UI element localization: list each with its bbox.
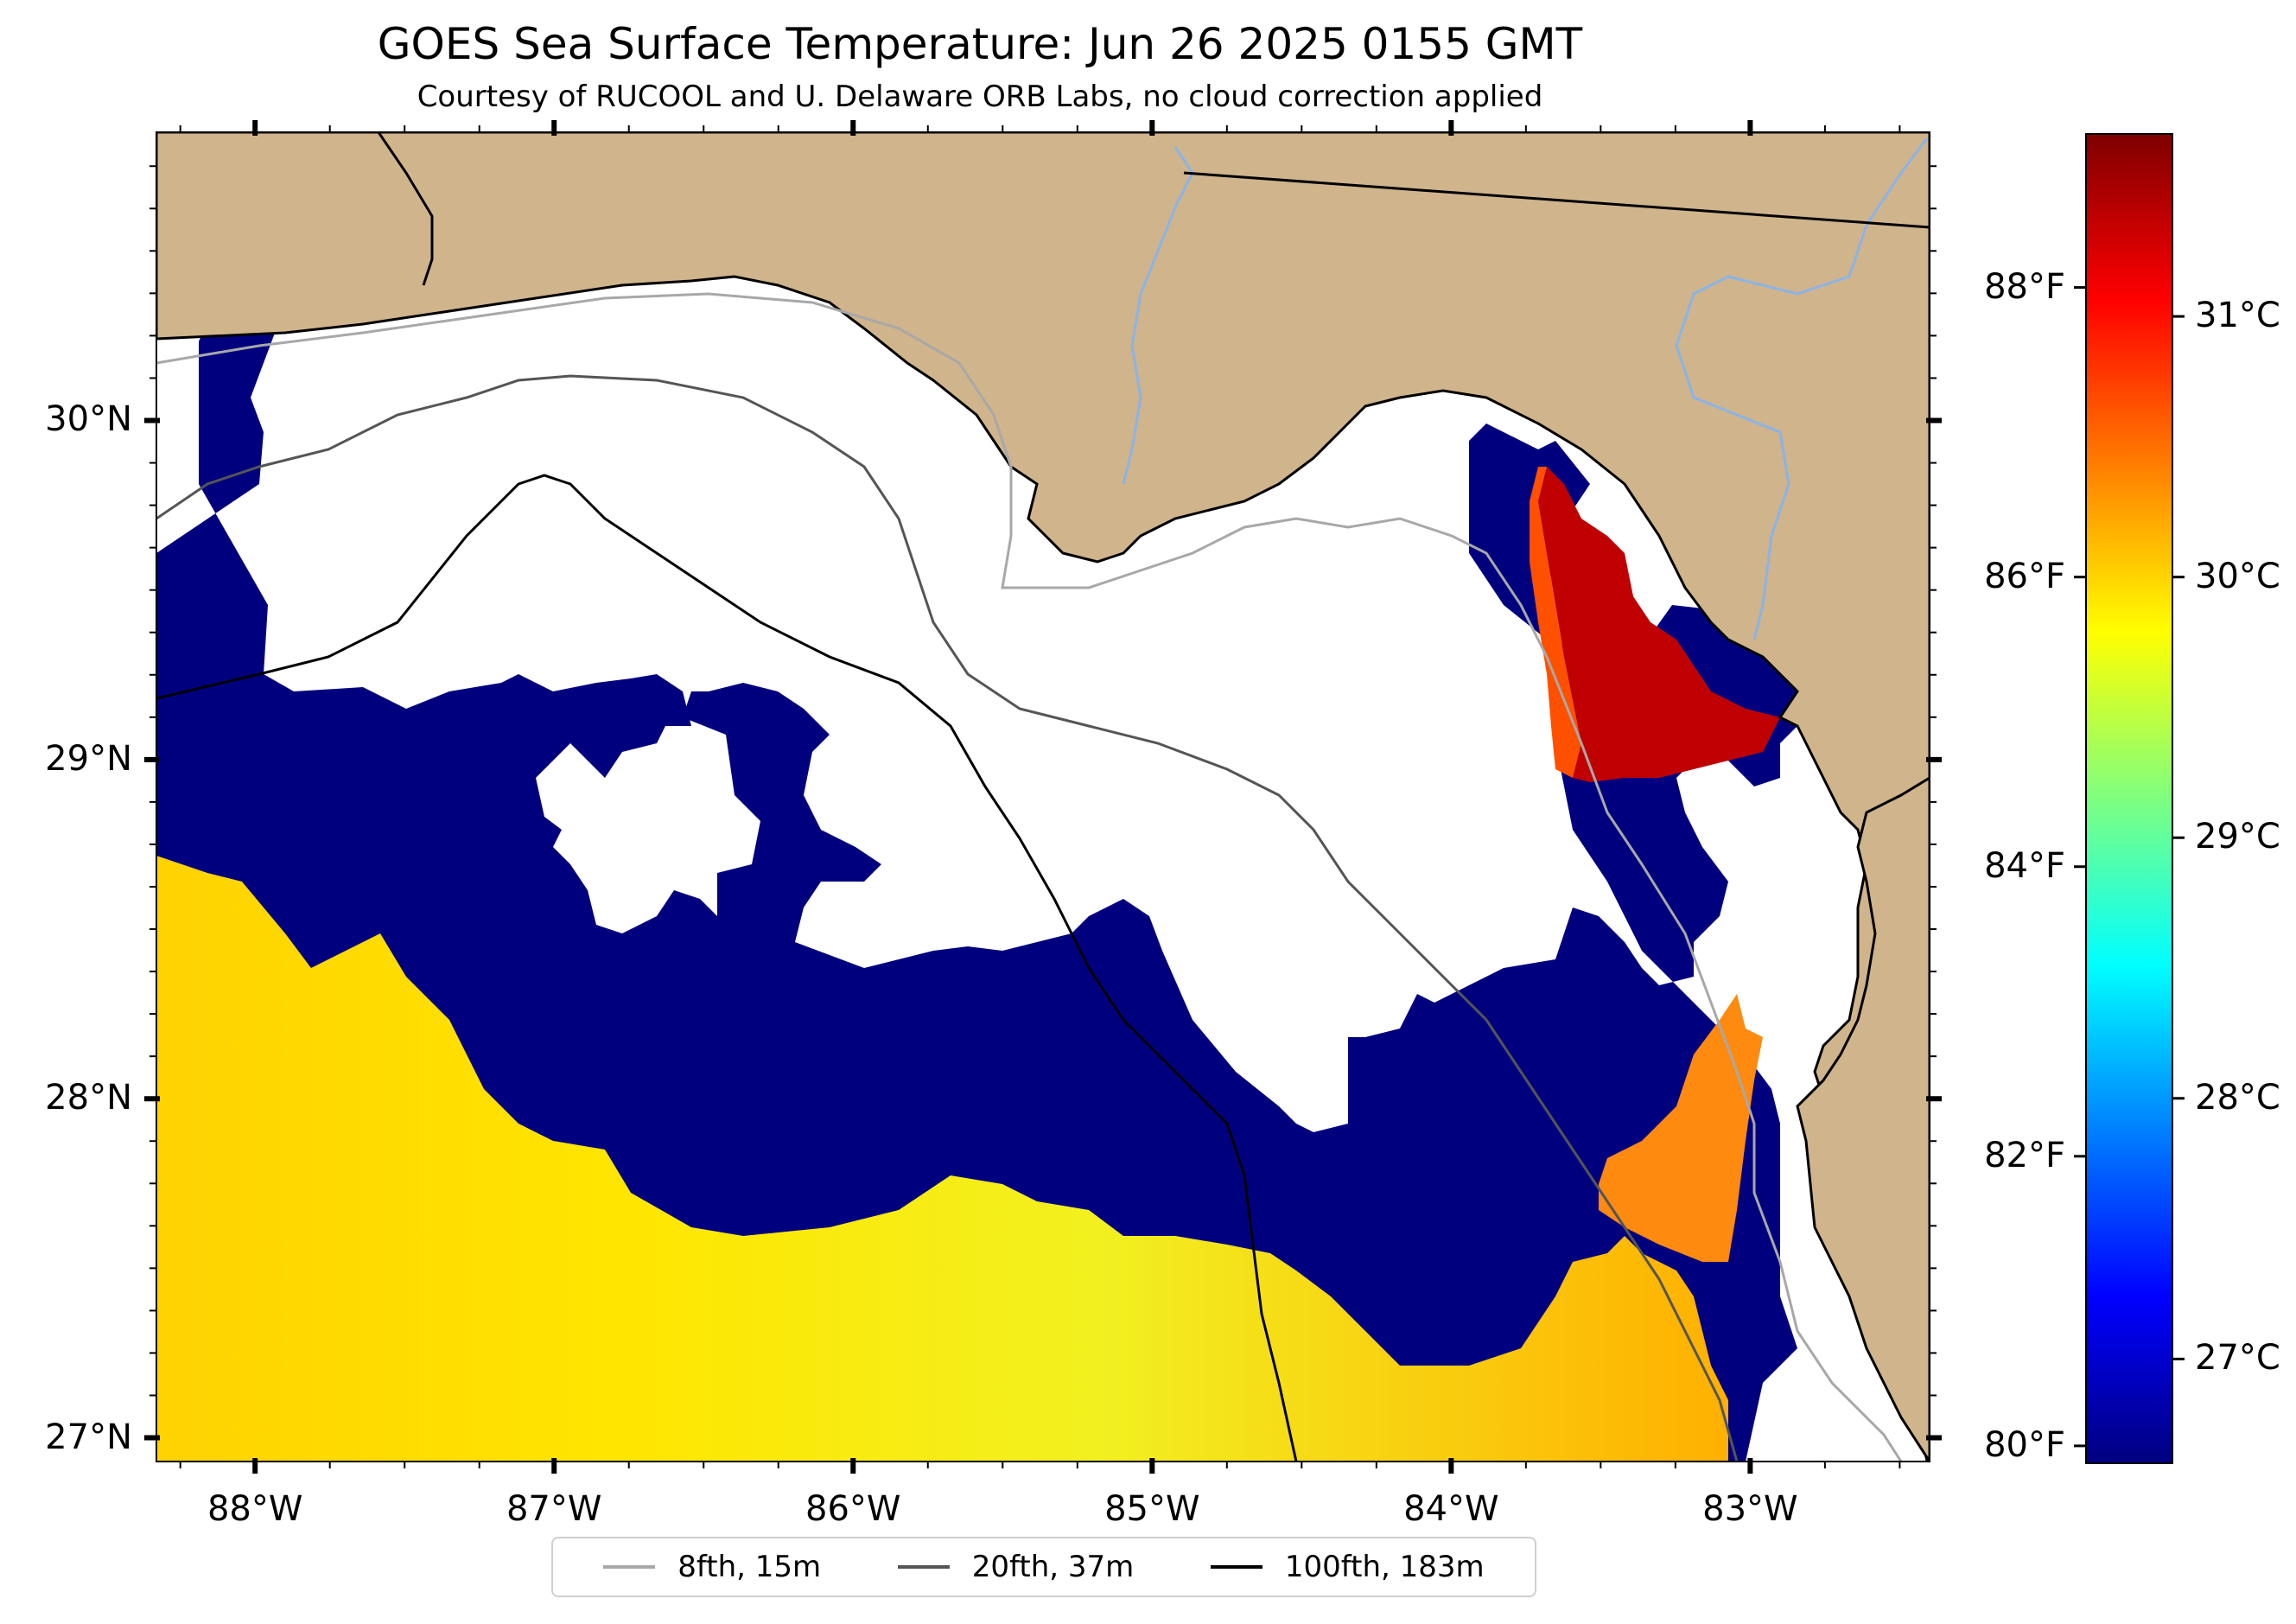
depth-contour-legend: 8fth, 15m 20fth, 37m 100fth, 183m [551, 1537, 1536, 1597]
lat-tick-label: 29°N [45, 738, 132, 779]
figure-title: GOES Sea Surface Temperature: Jun 26 202… [377, 19, 1583, 69]
hot-water-region [1538, 467, 1780, 782]
celsius-tick-label: 28°C [2195, 1077, 2280, 1118]
river-east [1675, 137, 1929, 640]
celsius-tick-label: 27°C [2195, 1338, 2280, 1379]
map-layers [156, 132, 1930, 1462]
legend-line-swatch [603, 1565, 656, 1569]
river-west [1122, 146, 1194, 485]
legend-line-swatch [897, 1565, 950, 1569]
fahrenheit-tick-label: 82°F [1984, 1135, 2065, 1175]
fahrenheit-tick-label: 88°F [1984, 266, 2065, 307]
lon-tick-label: 86°W [805, 1489, 901, 1529]
contour-8fth [156, 292, 1903, 1462]
map-frame [156, 131, 1930, 1462]
cool-water-region [156, 182, 1815, 1462]
legend-label: 8fth, 15m [677, 1550, 822, 1584]
lon-tick-label: 85°W [1104, 1489, 1200, 1529]
warm-patch-southeast [1599, 994, 1763, 1262]
legend-item: 20fth, 37m [897, 1550, 1135, 1584]
fahrenheit-tick-label: 86°F [1984, 556, 2065, 596]
lon-tick-label: 88°W [207, 1489, 303, 1529]
legend-item: 8fth, 15m [603, 1550, 821, 1584]
state-border-west [377, 132, 434, 286]
legend-line-swatch [1210, 1565, 1262, 1569]
contour-20fth [156, 374, 1739, 1462]
legend-label: 100fth, 183m [1284, 1550, 1485, 1584]
warm-water-region [156, 856, 1728, 1462]
colorbar-ticks [2074, 286, 2185, 1448]
figure-subtitle: Courtesy of RUCOOL and U. Delaware ORB L… [417, 80, 1543, 114]
legend-item: 100fth, 183m [1210, 1550, 1485, 1584]
lon-tick-label: 84°W [1403, 1489, 1499, 1529]
legend-label: 20fth, 37m [971, 1550, 1135, 1584]
axis-ticks [144, 120, 1942, 1474]
fahrenheit-tick-label: 84°F [1984, 845, 2065, 886]
land-peninsula [1796, 776, 1930, 1462]
celsius-tick-label: 31°C [2195, 296, 2280, 336]
celsius-tick-label: 30°C [2195, 556, 2280, 596]
lat-tick-label: 27°N [45, 1417, 132, 1457]
lon-tick-label: 87°W [506, 1489, 602, 1529]
state-border [1183, 171, 1930, 229]
colorbar [2085, 133, 2173, 1464]
lat-tick-label: 28°N [45, 1078, 132, 1118]
fahrenheit-tick-label: 80°F [1984, 1424, 2065, 1465]
lon-tick-label: 83°W [1702, 1489, 1798, 1529]
hot-water-edge [1530, 467, 1581, 778]
contour-100fth [156, 474, 1298, 1462]
celsius-tick-label: 29°C [2195, 817, 2280, 857]
lat-tick-label: 30°N [45, 399, 132, 440]
